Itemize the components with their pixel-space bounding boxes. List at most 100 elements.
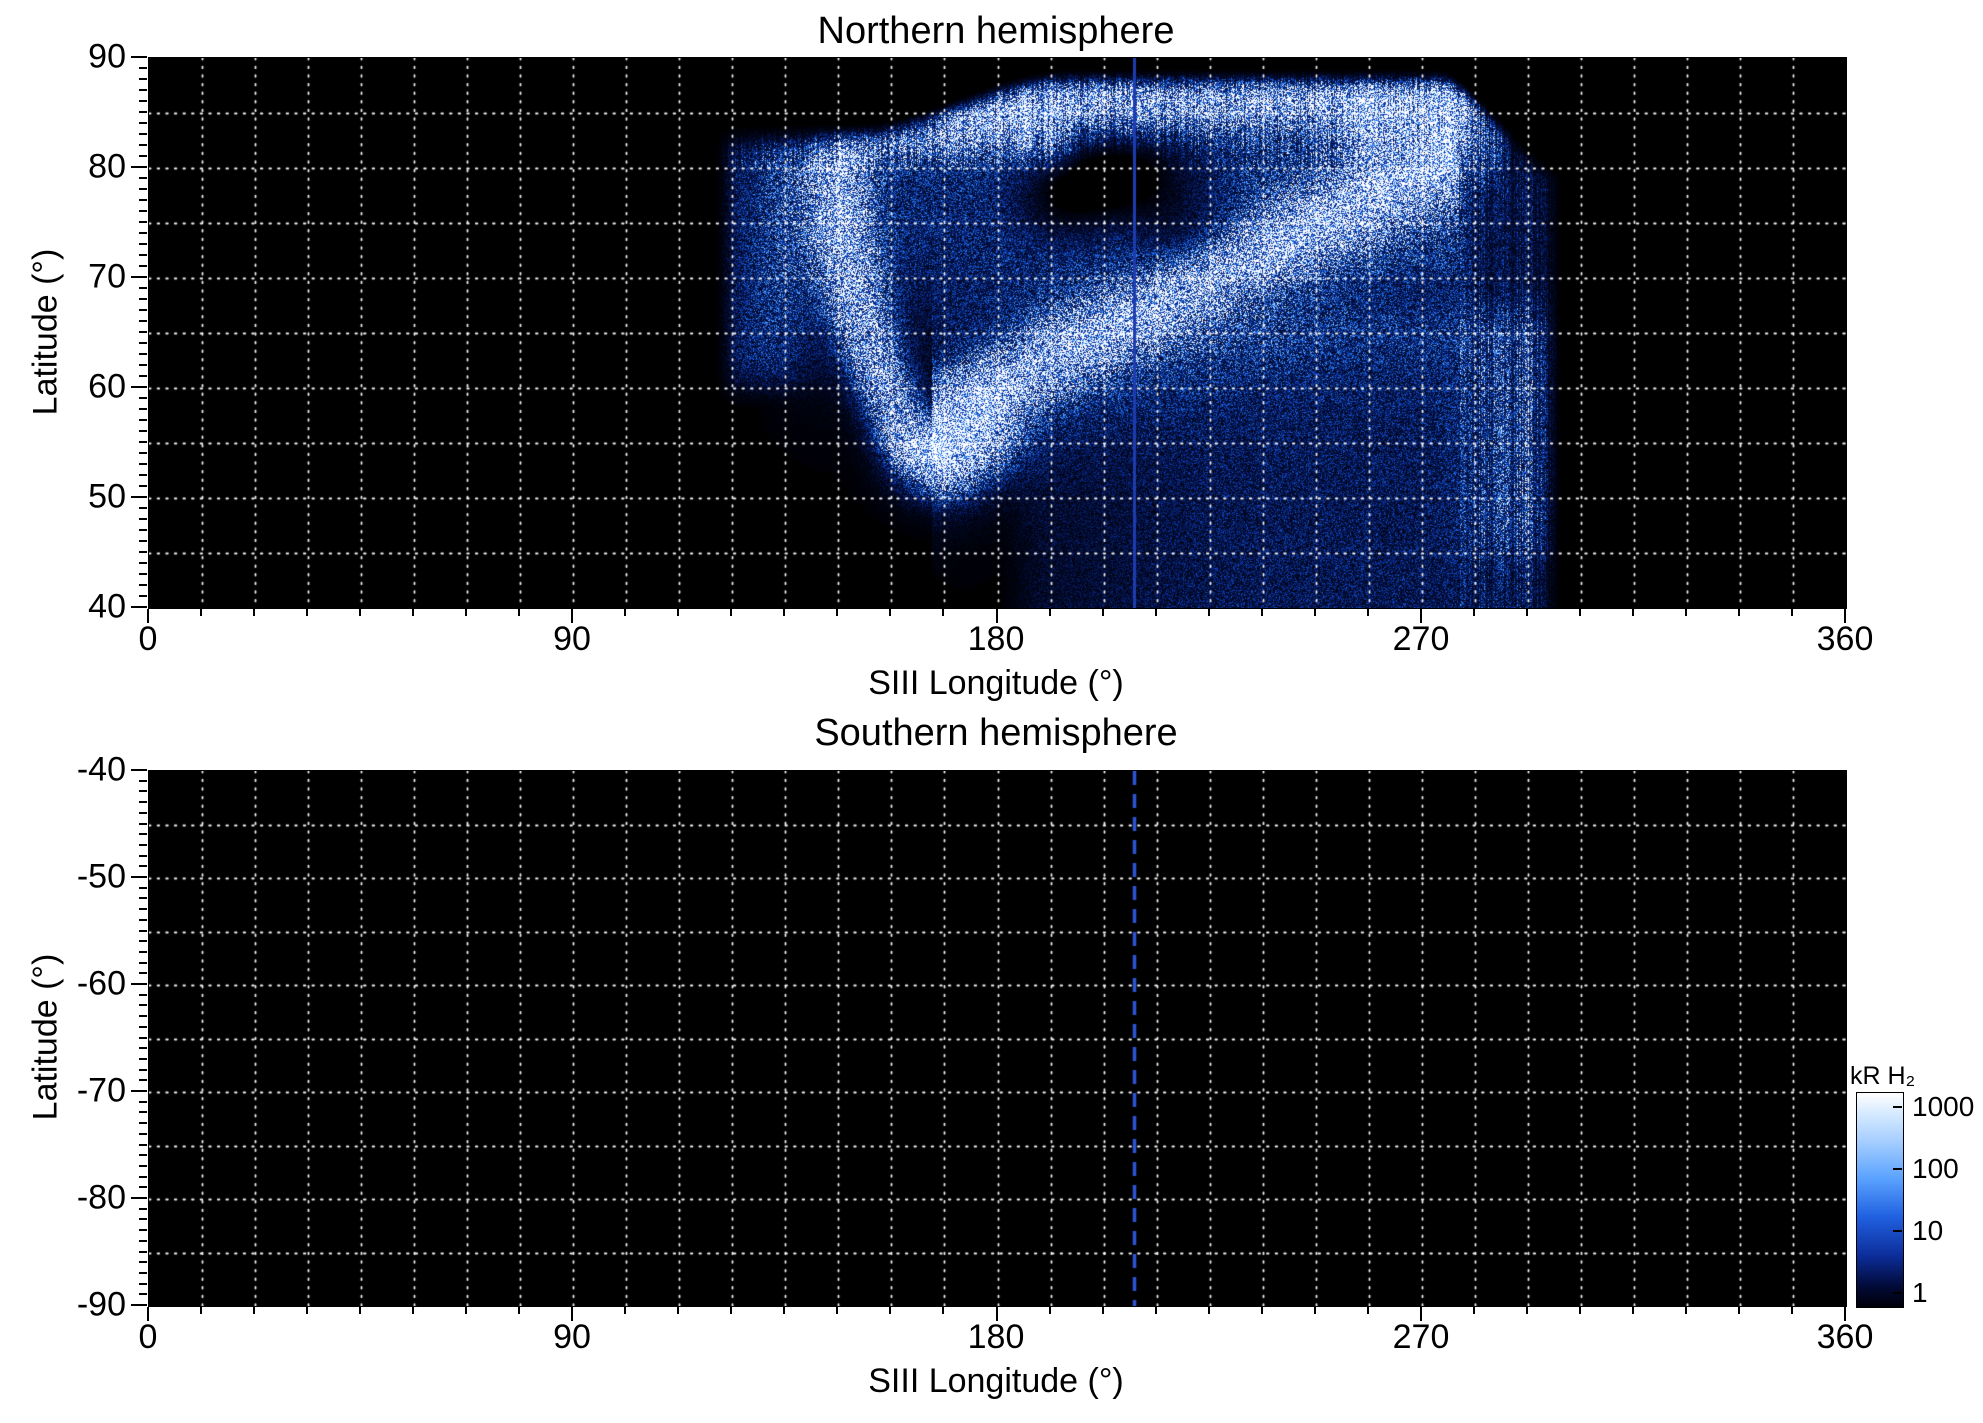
- axis-tick: [139, 309, 147, 311]
- axis-tick: [147, 609, 149, 623]
- axis-tick: [139, 886, 147, 889]
- axis-tick: [200, 609, 203, 616]
- axis-tick: [139, 122, 147, 124]
- south-ytick-label: -50: [76, 857, 126, 896]
- south-heatmap-panel: [148, 770, 1847, 1307]
- axis-tick: [139, 950, 147, 953]
- axis-tick: [139, 897, 147, 900]
- axis-tick: [1101, 609, 1104, 616]
- axis-tick: [1207, 1307, 1210, 1314]
- axis-tick: [139, 1282, 147, 1285]
- axis-tick: [139, 1229, 147, 1232]
- axis-tick: [139, 573, 147, 575]
- axis-tick: [412, 609, 415, 616]
- axis-tick: [1578, 609, 1581, 616]
- north-heatmap-panel: [148, 57, 1847, 609]
- axis-tick: [139, 518, 147, 520]
- axis-tick: [139, 408, 147, 410]
- axis-tick: [139, 529, 147, 531]
- axis-tick: [139, 929, 147, 932]
- axis-tick: [465, 1307, 468, 1314]
- axis-tick: [139, 353, 147, 355]
- colorbar-tick-label: 10: [1912, 1215, 1944, 1246]
- axis-tick: [139, 1175, 147, 1178]
- axis-tick: [139, 1068, 147, 1071]
- axis-tick: [139, 790, 147, 793]
- axis-tick: [139, 452, 147, 454]
- axis-tick: [139, 441, 147, 443]
- axis-tick: [139, 155, 147, 157]
- axis-tick: [139, 562, 147, 564]
- axis-tick: [139, 364, 147, 366]
- colorbar-tick-label: 100: [1912, 1153, 1959, 1184]
- axis-tick: [139, 1207, 147, 1210]
- axis-tick: [253, 609, 256, 616]
- axis-tick: [139, 188, 147, 190]
- axis-tick: [1048, 1307, 1051, 1314]
- axis-tick: [139, 822, 147, 825]
- axis-tick: [131, 1197, 147, 1199]
- axis-tick: [465, 609, 468, 616]
- axis-tick: [139, 254, 147, 256]
- axis-tick: [139, 265, 147, 267]
- axis-tick: [518, 1307, 521, 1314]
- axis-tick: [1844, 609, 1846, 623]
- south-xtick-label: 90: [553, 1318, 591, 1356]
- north-panel-title: Northern hemisphere: [817, 10, 1175, 52]
- axis-tick: [139, 584, 147, 586]
- axis-tick: [139, 908, 147, 911]
- axis-tick: [359, 1307, 362, 1314]
- axis-tick: [139, 133, 147, 135]
- axis-tick: [139, 1293, 147, 1296]
- axis-tick: [131, 769, 147, 771]
- axis-tick: [1631, 1307, 1634, 1314]
- axis-tick: [139, 430, 147, 432]
- axis-tick: [139, 1015, 147, 1018]
- north-x-axis-label: SIII Longitude (°): [868, 664, 1124, 702]
- axis-tick: [139, 144, 147, 146]
- axis-tick: [1684, 609, 1687, 616]
- axis-tick: [1578, 1307, 1581, 1314]
- south-ytick-label: -40: [76, 750, 126, 789]
- south-panel-title: Southern hemisphere: [814, 712, 1178, 754]
- axis-tick: [139, 1239, 147, 1242]
- north-xtick-label: 180: [967, 620, 1025, 658]
- axis-tick: [995, 609, 998, 623]
- south-ytick-label: -70: [76, 1071, 126, 1110]
- axis-tick: [518, 609, 521, 616]
- axis-tick: [139, 474, 147, 476]
- axis-tick: [1893, 1168, 1902, 1170]
- axis-tick: [139, 1122, 147, 1125]
- axis-tick: [139, 298, 147, 300]
- axis-tick: [139, 232, 147, 234]
- axis-tick: [139, 811, 147, 814]
- axis-tick: [131, 1304, 147, 1306]
- north-ytick-label: 60: [88, 367, 126, 406]
- axis-tick: [1631, 609, 1634, 616]
- axis-tick: [139, 1154, 147, 1157]
- axis-tick: [139, 961, 147, 964]
- axis-tick: [139, 595, 147, 597]
- axis-tick: [139, 843, 147, 846]
- axis-tick: [139, 540, 147, 542]
- axis-tick: [139, 1143, 147, 1146]
- axis-tick: [1472, 609, 1475, 616]
- axis-tick: [139, 1025, 147, 1028]
- axis-tick: [139, 972, 147, 975]
- axis-tick: [1207, 609, 1210, 616]
- north-ytick-label: 40: [88, 587, 126, 626]
- south-xtick-label: 0: [138, 1318, 158, 1356]
- axis-tick: [131, 1090, 147, 1092]
- north-xtick-label: 90: [553, 620, 591, 658]
- colorbar-tick-label: 1000: [1912, 1091, 1975, 1122]
- axis-tick: [139, 1047, 147, 1050]
- axis-tick: [306, 1307, 309, 1314]
- axis-tick: [139, 419, 147, 421]
- axis-tick: [1893, 1106, 1902, 1108]
- axis-tick: [139, 342, 147, 344]
- axis-tick: [139, 551, 147, 553]
- axis-tick: [139, 287, 147, 289]
- south-ytick-label: -80: [76, 1178, 126, 1217]
- axis-tick: [571, 609, 574, 623]
